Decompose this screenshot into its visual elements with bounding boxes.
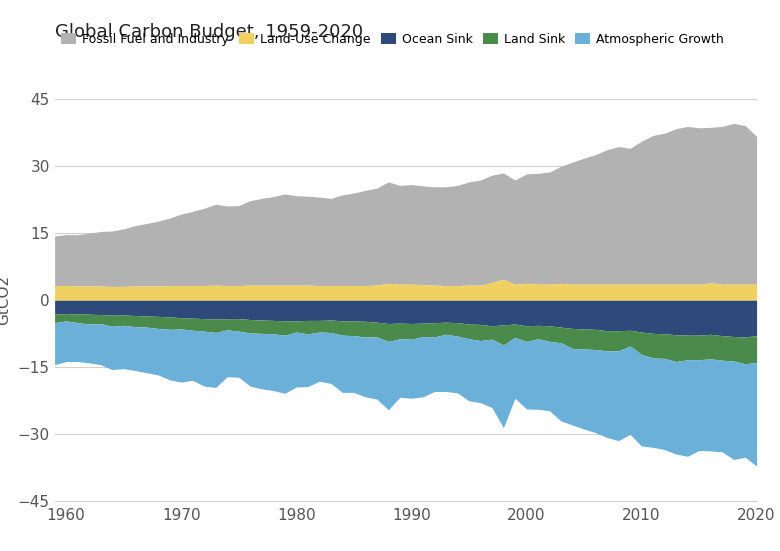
Y-axis label: GtCO2: GtCO2 (0, 276, 11, 325)
Legend: Fossil Fuel and Industry, Land-Use Change, Ocean Sink, Land Sink, Atmospheric Gr: Fossil Fuel and Industry, Land-Use Chang… (61, 33, 724, 46)
Text: Global Carbon Budget, 1959-2020: Global Carbon Budget, 1959-2020 (55, 23, 363, 41)
